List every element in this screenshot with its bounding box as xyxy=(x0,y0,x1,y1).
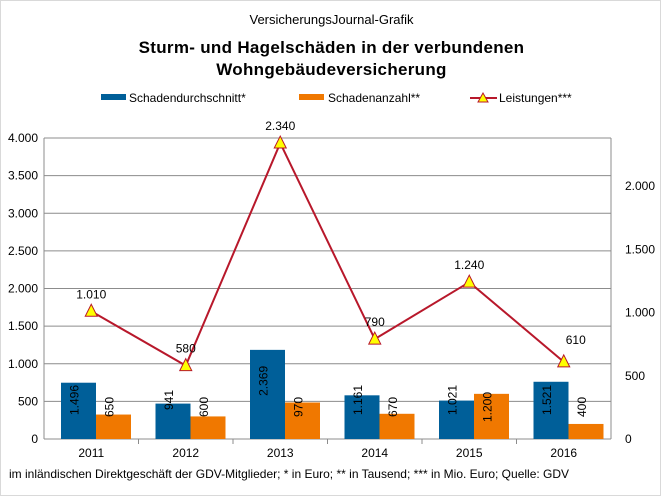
title-line-1: Sturm- und Hagelschäden in der verbunden… xyxy=(138,38,525,57)
left-tick-label: 3.500 xyxy=(8,169,38,183)
bar-schadenanzahl xyxy=(568,423,604,439)
bar-data-label: 670 xyxy=(386,397,400,417)
bar-data-label: 650 xyxy=(103,397,117,417)
right-tick-label: 2.000 xyxy=(625,179,655,193)
bar-schadendurchschnitt xyxy=(250,349,285,439)
triangle-marker xyxy=(273,134,288,149)
footnote: im inländischen Direktgeschäft der GDV-M… xyxy=(9,467,569,481)
bar-data-label: 1.496 xyxy=(68,385,82,415)
left-tick-label: 500 xyxy=(18,394,38,408)
triangle-marker xyxy=(462,274,477,288)
bar-schadenanzahl xyxy=(96,414,131,439)
x-tick-label: 2015 xyxy=(456,446,483,460)
bar-data-label: 941 xyxy=(162,390,176,410)
x-tick-label: 2012 xyxy=(172,446,199,460)
chart-title: Sturm- und Hagelschäden in der verbunden… xyxy=(1,37,660,81)
line-leistungen xyxy=(90,140,565,368)
bar-data-label: 1.521 xyxy=(540,385,554,415)
left-tick-label: 1.500 xyxy=(8,319,38,333)
bar-schadendurchschnitt xyxy=(61,382,96,439)
bar-data-label: 970 xyxy=(292,397,306,417)
x-tick-label: 2014 xyxy=(361,446,388,460)
bar-data-label: 400 xyxy=(575,397,589,417)
right-tick-label: 500 xyxy=(625,369,645,383)
bar-schadenanzahl xyxy=(379,413,415,439)
line-data-label: 580 xyxy=(176,342,196,356)
triangle-icon xyxy=(477,91,489,103)
triangle-marker xyxy=(367,330,382,345)
legend-swatch-schadendurchschnitt xyxy=(101,94,126,100)
left-tick-label: 3.000 xyxy=(8,206,38,220)
line-data-label: 1.240 xyxy=(454,258,484,272)
title-line-2: Wohngebäudeversicherung xyxy=(216,60,447,79)
legend-label: Schadendurchschnitt* xyxy=(129,91,246,105)
bar-schadenanzahl xyxy=(285,402,320,439)
left-tick-label: 2.000 xyxy=(8,282,38,296)
left-tick-label: 1.000 xyxy=(8,357,38,371)
line-data-label: 790 xyxy=(365,315,385,329)
bar-data-label: 1.021 xyxy=(446,385,460,415)
left-tick-label: 4.000 xyxy=(8,131,38,145)
legend-label: Schadenanzahl** xyxy=(328,91,420,105)
bar-schadenanzahl xyxy=(190,416,226,439)
right-tick-label: 1.000 xyxy=(625,306,655,320)
triangle-marker xyxy=(556,353,571,368)
x-tick-label: 2016 xyxy=(550,446,577,460)
legend-label: Leistungen*** xyxy=(499,91,572,105)
triangle-marker xyxy=(178,357,193,372)
chart-supertitle: VersicherungsJournal-Grafik xyxy=(249,12,414,27)
line-data-label: 2.340 xyxy=(265,119,295,133)
bar-data-label: 2.369 xyxy=(257,366,271,396)
bar-data-label: 1.200 xyxy=(481,392,495,422)
bar-schadendurchschnitt xyxy=(533,381,569,439)
x-tick-label: 2013 xyxy=(267,446,294,460)
line-data-label: 610 xyxy=(566,333,586,347)
bar-data-label: 600 xyxy=(197,397,211,417)
bar-schadendurchschnitt xyxy=(439,400,474,439)
line-data-label: 1.010 xyxy=(76,287,106,301)
bar-schadendurchschnitt xyxy=(155,403,191,439)
right-tick-label: 1.500 xyxy=(625,242,655,256)
legend-swatch-schadenanzahl xyxy=(299,94,324,100)
bar-data-label: 1.161 xyxy=(351,385,365,415)
bar-schadendurchschnitt xyxy=(344,395,380,439)
left-tick-label: 0 xyxy=(31,432,38,446)
x-tick-label: 2011 xyxy=(78,446,104,460)
triangle-marker xyxy=(84,303,99,317)
left-tick-label: 2.500 xyxy=(8,244,38,258)
right-tick-label: 0 xyxy=(625,432,632,446)
bar-schadenanzahl xyxy=(474,393,509,439)
